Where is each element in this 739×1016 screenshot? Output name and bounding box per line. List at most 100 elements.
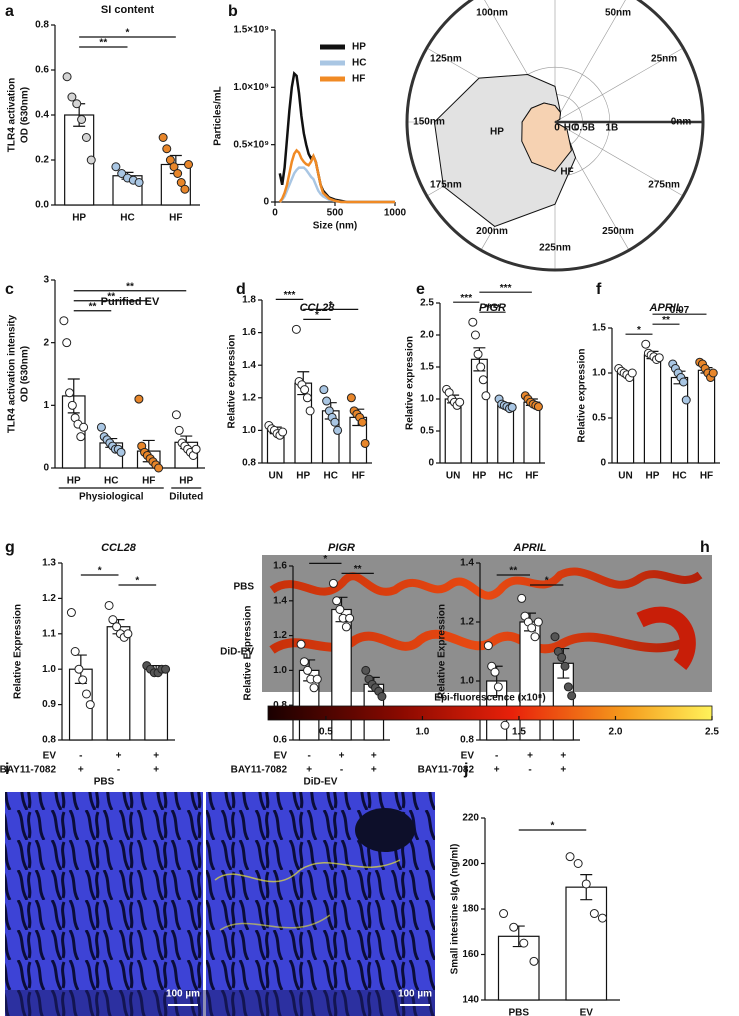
x-axis-label: Size (nm) [313,221,357,232]
y-tick-label: 1.6 [242,327,256,338]
bar [670,376,689,464]
data-point [478,375,488,385]
y-tick-label: 1.2 [273,630,287,641]
y-tick-label: 1.0 [273,665,287,676]
y-tick-label: 1.1 [42,628,56,639]
significance-label: * [637,325,641,336]
data-point [74,664,84,674]
bar [697,369,716,464]
y-tick-label: 1.0 [242,425,256,436]
data-point [330,417,340,427]
x-tick-label: HC [672,471,686,482]
data-point [300,385,310,395]
significance-label: ** [662,315,670,326]
data-point [116,447,126,457]
data-point [470,330,480,340]
fluorescence-image [262,555,712,692]
data-point [134,394,144,404]
data-point [565,852,575,862]
data-point [72,99,82,109]
y-tick-label: 1.0 [420,394,434,405]
panel-letter: a [5,3,14,20]
data-point [377,692,387,701]
x-tick-label: HP [296,471,310,482]
y-tick-label: 1.0 [42,664,56,675]
data-point [530,632,540,642]
data-point [176,178,186,187]
data-point [563,682,573,692]
data-point [158,133,168,142]
y-tick-label: 1.0×10⁹ [233,82,269,93]
legend-label: HF [352,74,365,85]
y-axis-label: Particles/mL [213,86,224,145]
condition-value: - [340,765,343,776]
x-tick-label: 1000 [384,208,407,219]
condition-value: + [306,765,312,776]
data-point [305,406,315,416]
data-point [493,682,503,692]
panel-title: PBS [94,777,115,788]
data-point [597,913,607,923]
y-tick-label: 0.5×10⁹ [233,139,269,150]
data-point [346,393,356,403]
colorbar-tick-label: 0.5 [319,727,333,738]
significance-label: *** [460,293,472,304]
condition-value: - [495,751,498,762]
data-point [66,608,76,618]
data-point [468,317,478,327]
data-point [174,425,184,435]
x-tick-label: HC [104,476,118,487]
y-tick-label: 1.4 [273,595,287,606]
data-point [191,444,201,454]
y-tick-label: 1.5 [420,362,434,373]
data-point [560,661,570,671]
panel-letter: f [596,281,602,298]
data-point [481,391,491,401]
data-point [96,422,106,432]
y-axis-label: Relative expression [577,349,588,443]
panel-letter: b [228,3,238,20]
chart-title: APRIL [513,542,547,554]
data-point [123,629,133,639]
significance-label: ** [509,566,517,577]
row-label: PBS [233,582,254,593]
angular-tick-label: 250nm [602,226,634,237]
colorbar-tick-label: 2.0 [609,727,623,738]
data-point [67,400,77,410]
x-tick-label: PBS [508,1008,529,1016]
y-tick-label: 2.5 [420,298,434,309]
condition-value: - [528,765,531,776]
data-point [169,162,179,172]
bar [523,401,541,464]
y-tick-label: 1.4 [460,558,474,569]
x-tick-label: HP [67,476,81,487]
bar [643,354,662,464]
bar [616,372,635,464]
x-tick-label: EV [580,1008,594,1016]
condition-value: + [153,751,159,762]
scale-label: 100 µm [398,989,432,1000]
bar [106,626,131,741]
condition-value: + [527,751,533,762]
data-point [322,396,332,406]
angular-grid [554,0,626,123]
x-tick-label: HF [142,476,155,487]
x-tick-label: UN [446,471,460,482]
bar [497,404,515,464]
data-point [328,578,338,588]
y-tick-label: 1.0 [460,676,474,687]
data-point [681,395,691,405]
chart-title: Purified EV [101,296,160,308]
y-tick-label: 0.2 [35,155,49,166]
y-tick-label: 0 [263,197,269,208]
colorbar-tick-label: 1.5 [512,727,526,738]
panel-letter: i [5,761,9,778]
y-tick-label: 1.0 [592,368,606,379]
significance-label: * [329,300,333,311]
data-point [112,622,122,632]
y-axis-label: TLR4 activation intensity [7,314,18,433]
x-tick-label: HC [324,471,338,482]
data-point [708,368,718,378]
significance-label: **** [485,303,501,314]
condition-label: BAY11-7082 [0,765,56,776]
